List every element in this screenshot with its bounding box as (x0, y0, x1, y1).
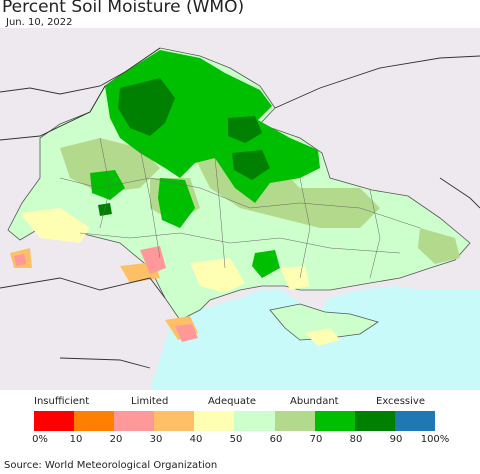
legend-swatch (74, 411, 115, 431)
legend-tick: 30 (149, 434, 163, 445)
abundant-zone (60, 138, 160, 193)
oblast-border (99, 137, 111, 229)
pink-zone (14, 254, 26, 266)
crimea-land (269, 303, 379, 341)
legend-tick: 40 (189, 434, 203, 445)
oblast-border (369, 189, 381, 279)
pink-zone (175, 324, 198, 342)
legend-label-limited: Limited (131, 396, 169, 407)
legend-color-bar (34, 411, 435, 431)
legend-swatch (354, 411, 395, 431)
legend-swatch (154, 411, 195, 431)
map-title: Percent Soil Moisture (WMO) (2, 0, 245, 17)
adequate-zone (20, 208, 90, 243)
oblast-border (214, 157, 226, 269)
legend-swatch (114, 411, 155, 431)
very-wet-zone (118, 78, 175, 136)
country-border (59, 357, 151, 369)
oblast-border (79, 232, 401, 254)
legend-tick: 60 (269, 434, 283, 445)
legend-tick: 0% (32, 434, 48, 445)
wet-zone (90, 170, 125, 200)
country-border (439, 177, 480, 209)
legend-tick: 100% (420, 434, 450, 445)
abundant-zone (418, 228, 460, 264)
country-border (0, 277, 166, 299)
legend-swatch (314, 411, 355, 431)
wet-zone (252, 250, 280, 278)
oblast-border (59, 177, 421, 229)
legend-label-adequate: Adequate (208, 396, 257, 407)
very-wet-zone (232, 150, 270, 180)
legend-swatch (394, 411, 435, 431)
source-credit: Source: World Meteorological Organizatio… (4, 460, 218, 471)
country-border (274, 55, 480, 109)
oblast-border (299, 177, 311, 279)
legend-tick: 50 (229, 434, 243, 445)
adequate-zone (280, 266, 310, 290)
wet-zone (158, 178, 195, 228)
legend-label-abundant: Abundant (290, 396, 339, 407)
legend-label-insufficient: Insufficient (34, 396, 90, 407)
map-date: Jun. 10, 2022 (6, 17, 73, 28)
legend-tick: 10 (69, 434, 83, 445)
oblast-border (139, 147, 161, 259)
legend-tick: 90 (389, 434, 403, 445)
legend-tick: 70 (309, 434, 323, 445)
adequate-zone (305, 328, 340, 346)
legend-tick: 20 (109, 434, 123, 445)
adequate-zone (190, 258, 245, 293)
pink-zone (140, 246, 166, 274)
very-wet-zone (228, 116, 262, 143)
legend-label-excessive: Excessive (376, 396, 425, 407)
legend-swatch (234, 411, 275, 431)
legend-swatch (34, 411, 75, 431)
legend-swatch (194, 411, 235, 431)
country-border (0, 85, 106, 141)
very-wet-zone (98, 203, 112, 216)
legend-tick: 80 (349, 434, 363, 445)
soil-moisture-map (0, 28, 480, 390)
country-border (0, 47, 161, 95)
legend-swatch (274, 411, 315, 431)
